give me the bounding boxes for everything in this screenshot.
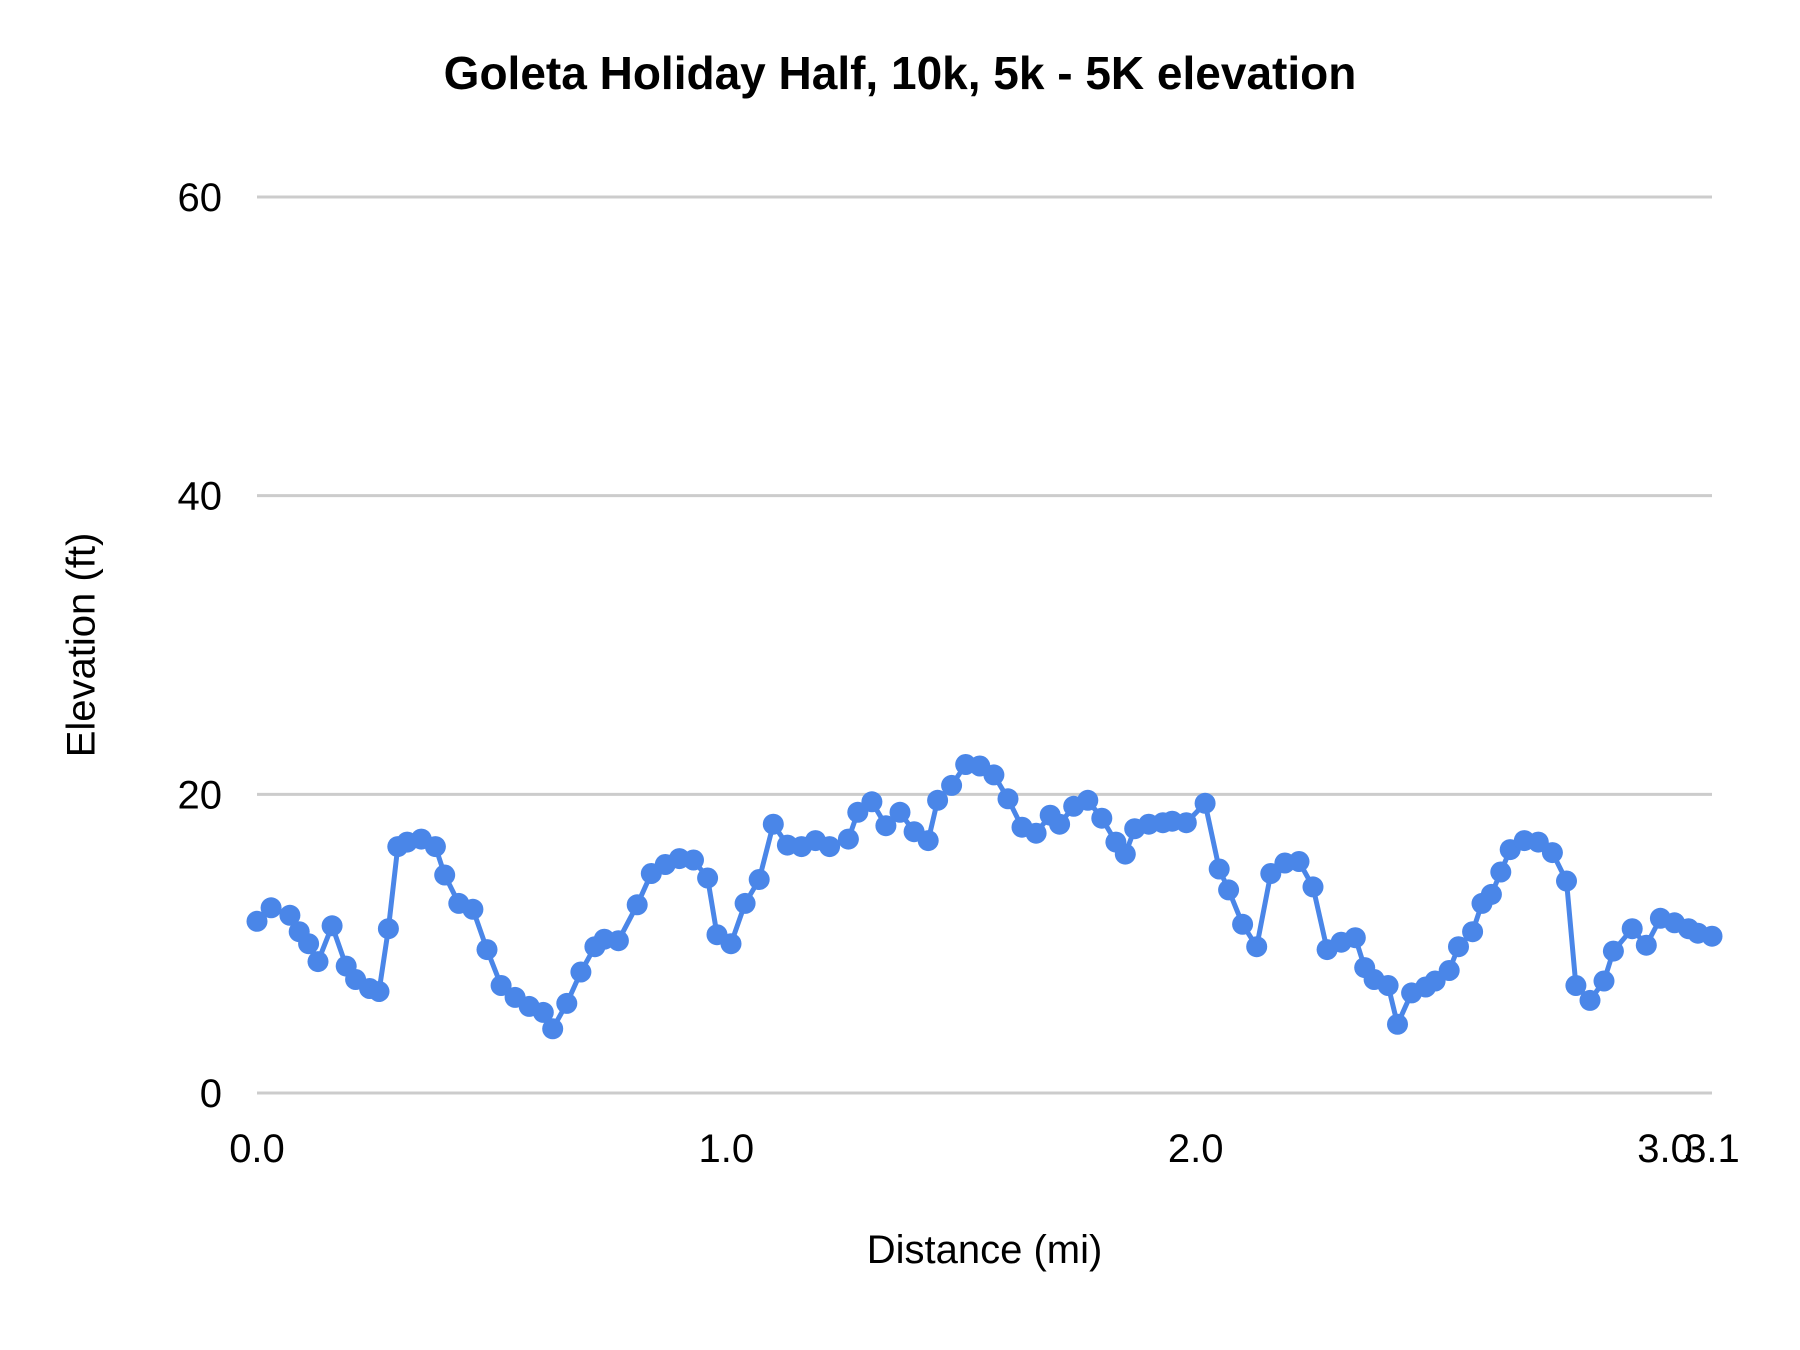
data-point-marker xyxy=(1302,876,1324,898)
data-point-marker xyxy=(1701,925,1723,947)
data-point-marker xyxy=(941,774,963,796)
x-tick-labels-group: 0.0 1.0 2.0 3.03.1 xyxy=(229,1127,1740,1171)
x-tick-label: 3.0 xyxy=(1637,1127,1693,1171)
data-point-marker xyxy=(542,1018,564,1040)
data-point-marker xyxy=(490,975,512,996)
data-point-marker xyxy=(875,815,897,837)
data-point-marker xyxy=(476,939,498,961)
data-point-marker xyxy=(607,930,629,952)
data-point-marker xyxy=(889,801,911,823)
data-point-marker xyxy=(997,788,1019,810)
data-point-marker xyxy=(570,961,592,983)
data-point-marker xyxy=(1438,960,1460,981)
data-point-marker xyxy=(1602,940,1624,962)
x-tick-label: 2.0 xyxy=(1168,1127,1224,1171)
x-tick-label: 0.0 xyxy=(229,1127,285,1171)
data-point-marker xyxy=(861,791,883,813)
data-point-marker xyxy=(697,867,719,889)
data-point-marker xyxy=(837,828,859,850)
data-point-marker xyxy=(1541,842,1563,864)
data-point-marker xyxy=(246,910,268,932)
data-point-marker xyxy=(1288,851,1310,872)
gridlines-group xyxy=(257,195,1712,1095)
data-point-marker xyxy=(1175,812,1197,834)
data-point-marker xyxy=(1462,921,1484,943)
data-point-marker xyxy=(734,892,756,914)
y-tick-label: 40 xyxy=(178,475,223,519)
data-point-marker xyxy=(556,992,578,1014)
data-point-marker xyxy=(762,813,784,835)
y-tick-labels-group: 0 20 40 60 xyxy=(178,176,223,1116)
data-point-marker xyxy=(1232,913,1254,935)
data-point-marker xyxy=(1480,883,1502,905)
data-point-marker xyxy=(1025,822,1047,844)
y-tick-label: 20 xyxy=(178,773,223,817)
data-point-marker xyxy=(1049,813,1071,835)
data-point-marker xyxy=(368,981,390,1002)
data-point-marker xyxy=(1114,843,1136,865)
data-point-marker xyxy=(532,1001,554,1023)
chart-title: Goleta Holiday Half, 10k, 5k - 5K elevat… xyxy=(443,47,1357,99)
data-point-marker xyxy=(307,951,329,973)
data-point-marker xyxy=(1208,858,1230,880)
data-point-marker xyxy=(683,849,704,871)
y-axis-title-text: Elevation (ft) xyxy=(59,532,104,758)
data-point-marker xyxy=(1218,879,1240,901)
y-tick-label: 60 xyxy=(178,176,223,220)
data-point-marker xyxy=(1593,970,1615,992)
data-point-marker xyxy=(377,918,399,940)
data-point-marker xyxy=(260,897,282,919)
data-point-marker xyxy=(1077,789,1099,811)
data-point-marker xyxy=(321,915,343,937)
x-axis-title: Distance (mi) xyxy=(866,1228,1103,1272)
data-point-marker xyxy=(1377,975,1399,996)
data-point-marker xyxy=(626,894,648,916)
data-point-marker xyxy=(1579,989,1601,1011)
data-point-marker xyxy=(1621,918,1643,940)
x-tick-label: 3.1 xyxy=(1684,1127,1740,1171)
data-point-marker xyxy=(927,789,949,811)
data-point-marker xyxy=(748,869,770,890)
elevation-series-group xyxy=(246,754,1723,1040)
data-point-marker xyxy=(434,864,456,886)
x-tick-label: 1.0 xyxy=(699,1127,755,1171)
data-point-marker xyxy=(917,830,939,852)
data-point-marker xyxy=(1194,792,1216,814)
data-point-marker xyxy=(983,764,1005,786)
data-point-marker xyxy=(1387,1013,1408,1035)
data-point-marker xyxy=(1565,975,1587,996)
data-point-marker xyxy=(1091,807,1113,829)
data-point-marker xyxy=(279,904,301,926)
data-point-marker xyxy=(1448,936,1469,958)
data-point-marker xyxy=(1490,861,1512,883)
data-point-marker xyxy=(819,836,841,858)
y-tick-label: 0 xyxy=(200,1072,222,1116)
data-point-marker xyxy=(424,836,446,858)
data-point-marker xyxy=(1344,927,1366,949)
data-point-marker xyxy=(1246,936,1268,958)
data-point-marker xyxy=(462,898,484,920)
data-point-marker xyxy=(1556,870,1577,892)
data-point-marker xyxy=(720,933,742,955)
data-point-marker xyxy=(1635,934,1657,956)
data-point-marker xyxy=(298,933,320,955)
